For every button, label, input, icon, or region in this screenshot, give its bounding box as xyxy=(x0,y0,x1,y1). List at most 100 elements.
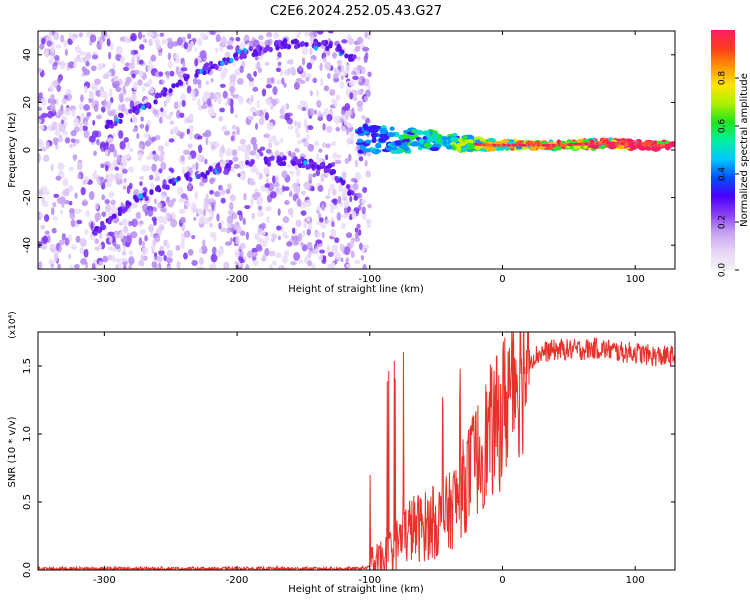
spectrogram-cell xyxy=(307,250,312,259)
spectrogram-y-tick-label: 0 xyxy=(22,147,33,153)
spectrogram-cell xyxy=(146,156,151,161)
spectrogram-arc-cell xyxy=(352,54,357,60)
spectrogram-cell xyxy=(282,231,287,239)
spectrogram-band-cell xyxy=(452,132,458,137)
spectrogram-cell xyxy=(356,56,361,61)
spectrogram-cell xyxy=(209,263,214,269)
spectrogram-cell xyxy=(115,264,119,269)
spectrogram-cell xyxy=(246,250,253,259)
spectrogram-cell xyxy=(298,65,303,72)
spectrogram-cell xyxy=(249,106,257,113)
spectrogram-arc-cell xyxy=(298,162,303,169)
spectrogram-cell xyxy=(114,80,120,88)
spectrogram-cell xyxy=(352,75,359,80)
spectrogram-cell xyxy=(334,159,341,165)
spectrogram-cell xyxy=(301,57,306,66)
spectrogram-cell xyxy=(123,137,129,143)
spectrogram-arc-cell xyxy=(157,187,162,193)
spectrogram-cell xyxy=(255,169,260,176)
spectrogram-cell xyxy=(109,162,115,171)
spectrogram-cell xyxy=(106,137,114,143)
spectrogram-cell xyxy=(354,227,359,233)
spectrogram-cell xyxy=(204,158,208,165)
spectrogram-cell xyxy=(93,169,98,177)
spectrogram-cell xyxy=(353,40,359,46)
spectrogram-cell xyxy=(139,123,145,129)
spectrogram-cell xyxy=(226,45,234,50)
spectrogram-cell xyxy=(80,186,86,196)
spectrogram-cell xyxy=(44,214,50,222)
spectrogram-cell xyxy=(235,225,242,234)
spectrogram-cell xyxy=(202,239,206,249)
spectrogram-band-cell xyxy=(375,142,382,149)
spectrogram-cell xyxy=(115,257,121,263)
spectrogram-cell xyxy=(279,137,284,144)
spectrogram-cell xyxy=(249,115,254,121)
spectrogram-cell xyxy=(265,31,273,38)
spectrogram-arc-cell xyxy=(202,173,208,179)
spectrogram-cell xyxy=(47,110,54,119)
spectrogram-cell xyxy=(60,34,65,43)
spectrogram-cell xyxy=(39,43,45,50)
spectrogram-cell xyxy=(228,222,234,228)
spectrogram-cell xyxy=(220,188,226,196)
spectrogram-arc-cell xyxy=(324,167,329,174)
spectrogram-cell xyxy=(58,134,63,143)
spectrogram-cell xyxy=(356,89,364,96)
snr-frame xyxy=(37,331,676,571)
spectrogram-cell xyxy=(187,33,192,40)
spectrogram-cell xyxy=(227,97,231,106)
spectrogram-cell xyxy=(295,219,302,228)
spectrogram-cell xyxy=(179,112,185,118)
spectrogram-cell xyxy=(118,231,124,240)
spectrogram-band-cell xyxy=(362,130,370,135)
spectrogram-cell xyxy=(83,104,91,111)
spectrogram-cell xyxy=(115,53,122,62)
spectrogram-cell xyxy=(159,245,164,252)
spectrogram-cell xyxy=(47,98,52,104)
spectrogram-cell xyxy=(78,50,86,56)
spectrogram-cell xyxy=(249,181,256,186)
spectrogram-cell xyxy=(317,110,322,119)
spectrogram-cell xyxy=(131,73,136,79)
spectrogram-cell xyxy=(68,208,75,214)
spectrogram-cell xyxy=(218,115,223,122)
spectrogram-cell xyxy=(77,173,82,180)
spectrogram-cell xyxy=(362,263,367,269)
spectrogram-cell xyxy=(229,237,233,244)
spectrogram-cell xyxy=(222,90,228,99)
spectrogram-cell xyxy=(232,212,238,220)
spectrogram-arc-cell xyxy=(253,51,259,57)
spectrogram-cell xyxy=(339,80,344,89)
spectrogram-cell xyxy=(320,173,325,183)
spectrogram-cell xyxy=(275,67,282,73)
spectrogram-arc-cell xyxy=(265,44,270,50)
spectrogram-cell xyxy=(360,199,367,204)
spectrogram-cell xyxy=(53,61,58,67)
spectrogram-cell xyxy=(164,71,171,76)
spectrogram-cell xyxy=(232,124,237,130)
spectrogram-cell xyxy=(281,255,289,264)
spectrogram-cell xyxy=(325,195,331,200)
spectrogram-band-cell xyxy=(459,141,466,147)
spectrogram-cell xyxy=(142,203,149,213)
spectrogram-band-cell xyxy=(583,145,588,149)
spectrogram-cell xyxy=(253,70,257,77)
spectrogram-arc-cell xyxy=(276,157,281,163)
spectrogram-arc-cell xyxy=(300,40,305,47)
spectrogram-cell xyxy=(263,133,270,139)
spectrogram-cell xyxy=(254,192,261,198)
spectrogram-cell xyxy=(117,262,123,269)
spectrogram-cell xyxy=(297,121,301,129)
spectrogram-cell xyxy=(236,126,240,136)
spectrogram-cell xyxy=(169,120,175,125)
spectrogram-arc-cell xyxy=(123,206,128,212)
spectrogram-cell xyxy=(83,248,89,258)
spectrogram-arc-cell xyxy=(215,164,220,170)
spectrogram-cell xyxy=(284,200,290,206)
spectrogram-band-cell xyxy=(630,144,638,150)
spectrogram-cell xyxy=(121,168,128,174)
spectrogram-cell xyxy=(153,218,157,226)
spectrogram-band-cell xyxy=(442,139,447,146)
spectrogram-cell xyxy=(112,62,116,71)
